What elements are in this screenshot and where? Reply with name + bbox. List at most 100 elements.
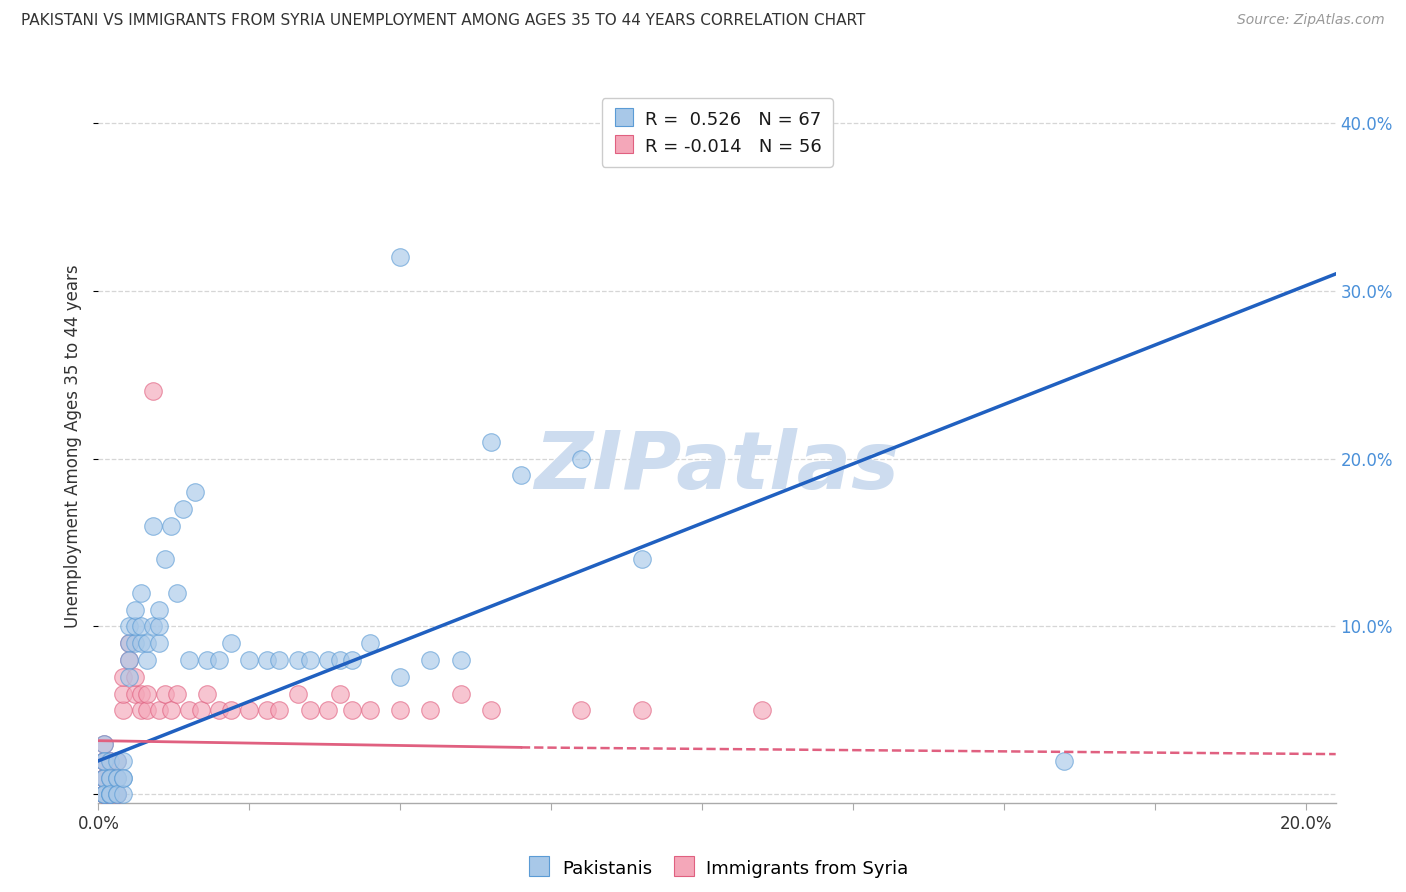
Point bbox=[190, 703, 212, 717]
Point bbox=[172, 502, 194, 516]
Legend: Pakistanis, Immigrants from Syria: Pakistanis, Immigrants from Syria bbox=[519, 850, 915, 887]
Point bbox=[329, 653, 352, 667]
Point bbox=[479, 434, 502, 449]
Point bbox=[630, 552, 652, 566]
Point bbox=[105, 788, 128, 802]
Point bbox=[238, 703, 260, 717]
Point bbox=[105, 754, 128, 768]
Point bbox=[124, 687, 146, 701]
Point bbox=[93, 788, 115, 802]
Point bbox=[93, 771, 115, 785]
Point bbox=[117, 653, 139, 667]
Point bbox=[111, 771, 134, 785]
Point bbox=[100, 754, 122, 768]
Point bbox=[111, 687, 134, 701]
Point bbox=[316, 703, 339, 717]
Point bbox=[630, 703, 652, 717]
Point bbox=[389, 250, 412, 264]
Point bbox=[117, 636, 139, 650]
Point bbox=[166, 586, 188, 600]
Point bbox=[195, 653, 218, 667]
Point bbox=[93, 754, 115, 768]
Point bbox=[100, 788, 122, 802]
Point bbox=[93, 737, 115, 751]
Point bbox=[329, 687, 352, 701]
Point bbox=[569, 703, 592, 717]
Text: ZIPatlas: ZIPatlas bbox=[534, 428, 900, 507]
Point bbox=[105, 771, 128, 785]
Point bbox=[148, 636, 170, 650]
Point bbox=[177, 653, 200, 667]
Point bbox=[100, 754, 122, 768]
Point bbox=[93, 771, 115, 785]
Point bbox=[135, 703, 157, 717]
Point bbox=[135, 653, 157, 667]
Point bbox=[389, 670, 412, 684]
Point bbox=[135, 636, 157, 650]
Point bbox=[153, 552, 176, 566]
Point bbox=[100, 788, 122, 802]
Point bbox=[219, 703, 242, 717]
Point bbox=[100, 771, 122, 785]
Point bbox=[153, 687, 176, 701]
Point bbox=[269, 703, 291, 717]
Point bbox=[93, 788, 115, 802]
Point bbox=[100, 771, 122, 785]
Text: Source: ZipAtlas.com: Source: ZipAtlas.com bbox=[1237, 13, 1385, 28]
Point bbox=[419, 653, 441, 667]
Point bbox=[208, 703, 231, 717]
Point bbox=[142, 518, 165, 533]
Point bbox=[105, 771, 128, 785]
Point bbox=[100, 788, 122, 802]
Point bbox=[93, 788, 115, 802]
Point bbox=[93, 754, 115, 768]
Point bbox=[419, 703, 441, 717]
Point bbox=[298, 653, 321, 667]
Point bbox=[111, 703, 134, 717]
Point bbox=[129, 636, 152, 650]
Point bbox=[450, 653, 472, 667]
Point bbox=[93, 771, 115, 785]
Point bbox=[238, 653, 260, 667]
Point bbox=[340, 703, 363, 717]
Point bbox=[269, 653, 291, 667]
Point bbox=[111, 670, 134, 684]
Point bbox=[105, 771, 128, 785]
Point bbox=[129, 586, 152, 600]
Point bbox=[100, 788, 122, 802]
Point bbox=[124, 636, 146, 650]
Point bbox=[450, 687, 472, 701]
Point bbox=[142, 384, 165, 399]
Point bbox=[389, 703, 412, 717]
Point bbox=[100, 788, 122, 802]
Point bbox=[111, 788, 134, 802]
Point bbox=[751, 703, 773, 717]
Point bbox=[135, 687, 157, 701]
Point bbox=[1053, 754, 1076, 768]
Point bbox=[287, 653, 309, 667]
Y-axis label: Unemployment Among Ages 35 to 44 years: Unemployment Among Ages 35 to 44 years bbox=[65, 264, 83, 628]
Point bbox=[256, 653, 278, 667]
Point bbox=[148, 619, 170, 633]
Point bbox=[569, 451, 592, 466]
Point bbox=[117, 653, 139, 667]
Point bbox=[184, 485, 207, 500]
Point bbox=[287, 687, 309, 701]
Point bbox=[129, 703, 152, 717]
Point bbox=[111, 754, 134, 768]
Point bbox=[117, 619, 139, 633]
Point bbox=[93, 788, 115, 802]
Point bbox=[124, 619, 146, 633]
Point bbox=[93, 771, 115, 785]
Point bbox=[124, 670, 146, 684]
Point bbox=[166, 687, 188, 701]
Point bbox=[256, 703, 278, 717]
Text: PAKISTANI VS IMMIGRANTS FROM SYRIA UNEMPLOYMENT AMONG AGES 35 TO 44 YEARS CORREL: PAKISTANI VS IMMIGRANTS FROM SYRIA UNEMP… bbox=[21, 13, 866, 29]
Point bbox=[100, 771, 122, 785]
Point bbox=[316, 653, 339, 667]
Point bbox=[93, 737, 115, 751]
Point bbox=[100, 771, 122, 785]
Point bbox=[195, 687, 218, 701]
Point bbox=[129, 619, 152, 633]
Point bbox=[148, 703, 170, 717]
